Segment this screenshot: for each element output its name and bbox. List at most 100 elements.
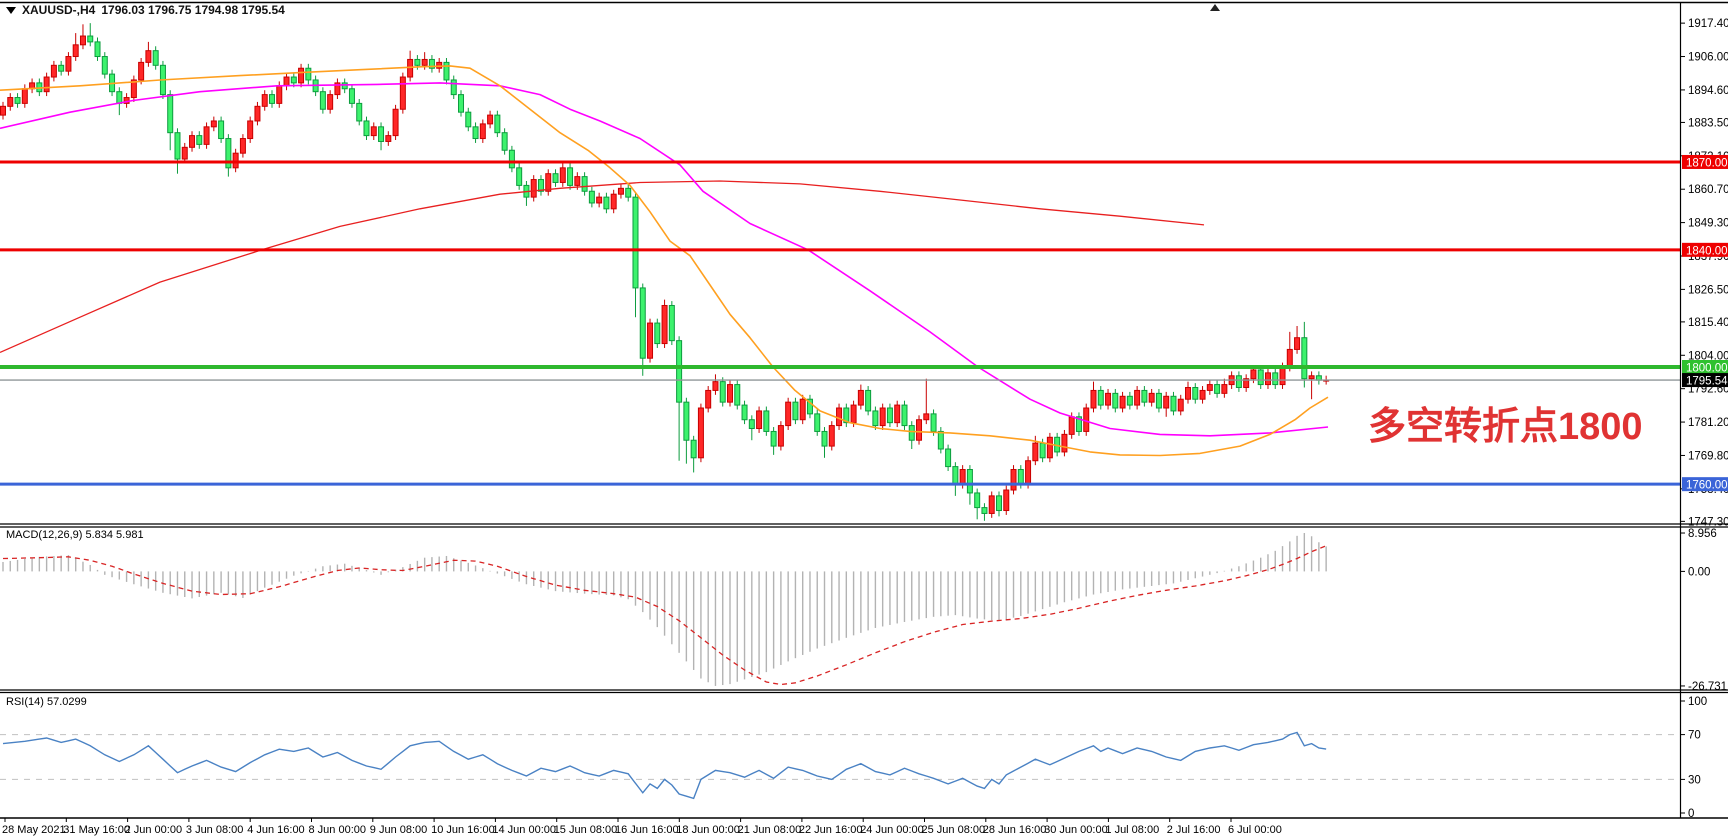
candle-up [916,419,923,441]
candle-up [7,97,14,107]
candle-down [843,407,850,424]
candle-up [799,398,806,421]
candle-up [1243,378,1250,389]
time-axis-label: 2 Jul 16:00 [1167,824,1221,836]
candle-down [428,58,435,69]
candle-up [1134,389,1141,406]
candle-down [814,413,821,432]
candle-up [777,425,784,447]
candle-up [283,76,290,87]
time-axis-label: 25 Jun 08:00 [922,824,986,836]
candle-up [1105,392,1112,406]
price-axis: 1917.401906.001894.601883.501872.101860.… [1680,18,1728,528]
candle-up [879,407,886,427]
candle-down [676,340,683,403]
candle-down [472,126,479,140]
price-axis-label: 1883.50 [1688,117,1728,129]
ma-orange [0,65,1329,457]
candle-down [290,76,297,84]
candle-up [596,196,603,204]
candle-up [712,381,719,391]
candle-down [494,114,501,134]
candle-down [319,91,326,110]
time-axis-label: 28 May 2021 [2,824,66,836]
rsi-axis-label: 0 [1688,808,1694,820]
price-axis-label: 1747.30 [1688,516,1728,528]
time-axis-label: 1 Jul 08:00 [1105,824,1159,836]
price-axis-label: 1781.20 [1688,417,1728,429]
candle-up [189,135,196,148]
candle-down [1272,372,1279,386]
candle-down [865,389,872,412]
ma-red-slow [0,180,1205,353]
candle-up [276,85,283,104]
candle-up [210,120,217,128]
candle-up [1294,337,1301,350]
candle-down [14,97,21,104]
candle-up [239,138,246,154]
price-badge-1760.00: 1760.00 [1682,477,1728,492]
time-axis-label: 16 Jun 16:00 [615,824,679,836]
candle-down [516,167,523,186]
candle-down [741,404,748,421]
candle-down [458,94,465,113]
candle-up [1068,416,1075,435]
candle-up [1025,460,1032,485]
candle-up [254,105,261,122]
candle-down [886,407,893,424]
candle-up [138,61,145,81]
candle-up [334,82,341,96]
time-axis-label: 30 Jun 00:00 [1044,824,1108,836]
candle-up [959,469,966,485]
candle-up [1003,489,1010,512]
candle-down [305,67,312,81]
price-axis-label: 1917.40 [1688,18,1728,30]
candle-down [348,88,355,104]
ma-magenta [0,82,1329,437]
chart-title-ohlc: 1796.03 1796.75 1794.98 1795.54 [101,3,285,17]
candle-up [407,58,414,78]
candle-down [821,430,828,447]
time-axis-label: 22 Jun 16:00 [799,824,863,836]
candle-up [545,173,552,192]
candle-up [828,425,835,447]
candle-up [21,88,28,104]
frame-layer [0,1,1728,819]
candle-up [850,404,857,424]
price-axis-label: 1769.80 [1688,450,1728,462]
time-axis-label: 18 Jun 00:00 [676,824,740,836]
candle-down [1301,337,1308,380]
candle-up [392,108,399,137]
candle-down [632,196,639,289]
candle-up [1061,433,1068,453]
candle-down [414,58,421,66]
candle-down [378,126,385,142]
candle-up [785,401,792,427]
time-axis-label: 2 Jun 00:00 [125,824,183,836]
candle-up [894,404,901,424]
chart-shift-marker [1210,4,1220,11]
candle-up [1264,372,1271,386]
candle-down [639,287,646,359]
candle-up [130,79,137,99]
candle-down [116,91,123,104]
candle-up [1221,384,1228,394]
price-badge-bg [1682,242,1728,257]
candle-down [872,410,879,427]
candle-up [1046,436,1053,459]
annotation-text[interactable]: 多空转折点1800 [1368,406,1643,448]
macd-axis-label: -26.731 [1688,681,1727,693]
candle-up [1185,387,1192,400]
price-badge-bg [1682,373,1728,388]
price-axis-label: 1860.70 [1688,184,1728,196]
candle-up [370,126,377,137]
candle-down [719,381,726,403]
candle-down [1214,384,1221,394]
candle-up [0,105,6,116]
candle-up [559,167,566,183]
candles-layer [0,23,1330,521]
candle-up [705,389,712,409]
candle-up [647,322,654,359]
price-axis-label: 1826.50 [1688,284,1728,296]
